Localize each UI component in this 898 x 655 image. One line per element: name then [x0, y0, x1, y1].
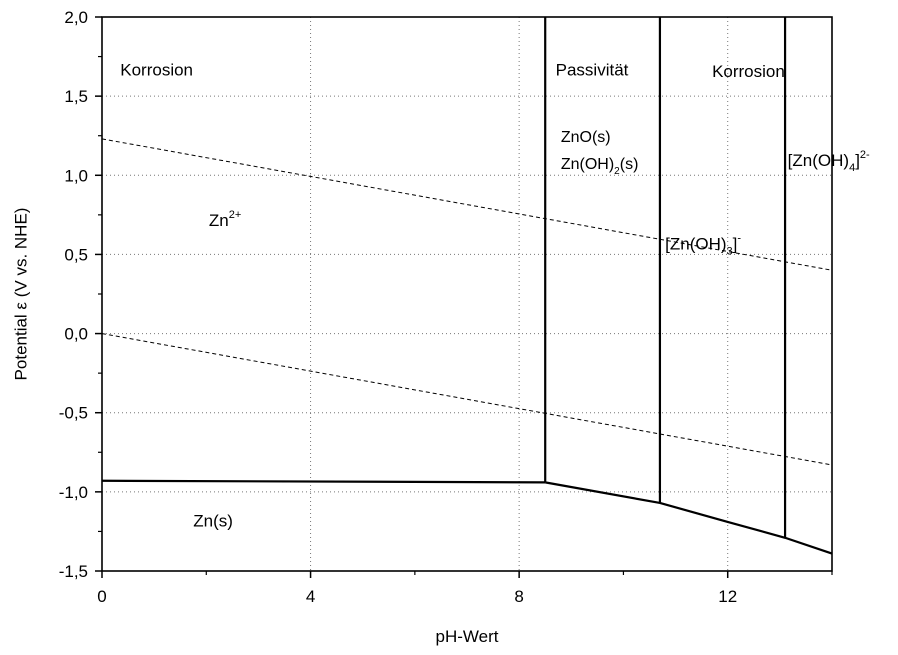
- phase-boundary-0: [101, 479, 546, 484]
- y-tick-label-1: -1,0: [59, 483, 88, 502]
- region-label-znoh4: [Zn(OH)4]2-: [788, 149, 870, 174]
- y-tick-label-3: 0,0: [64, 325, 88, 344]
- x-tick-label-3: 12: [718, 587, 737, 606]
- y-tick-label-2: -0,5: [59, 404, 88, 423]
- x-axis-title: pH-Wert: [436, 627, 499, 646]
- region-label-znoh3: [Zn(OH)3]-: [665, 233, 741, 258]
- y-tick-label-4: 0,5: [64, 245, 88, 264]
- region-label-znoh2: Zn(OH)2(s): [561, 156, 639, 177]
- y-tick-label-0: -1,5: [59, 562, 88, 581]
- phase-boundary-1: [545, 481, 833, 555]
- chart-lines: [101, 17, 833, 555]
- axis-ticks: 0 4 8 12 -1,5 -1,0 -0,5 0,0 0,5 1,0 1,5 2,0: [59, 8, 833, 606]
- y-tick-label-6: 1,5: [64, 87, 88, 106]
- y-tick-label-5: 1,0: [64, 166, 88, 185]
- grid-lines: [102, 17, 832, 571]
- region-label-korrosion-left: Korrosion: [120, 61, 193, 80]
- region-labels: Korrosion Passivität Korrosion ZnO(s) Zn(OH)…: [120, 61, 870, 531]
- x-tick-label-0: 0: [97, 587, 106, 606]
- plot-frame: [101, 16, 833, 572]
- region-label-zn2plus: Zn2+: [209, 209, 241, 230]
- region-label-korrosion-right: Korrosion: [712, 62, 785, 81]
- x-tick-label-1: 4: [306, 587, 315, 606]
- x-tick-label-2: 8: [514, 587, 523, 606]
- y-axis-title: Potential ε (V vs. NHE): [11, 208, 30, 381]
- water-line-1: [101, 333, 833, 466]
- region-label-passivitaet: Passivität: [556, 61, 629, 80]
- region-label-zns: Zn(s): [193, 512, 233, 531]
- water-line-0: [101, 138, 833, 271]
- region-label-zno: ZnO(s): [561, 129, 611, 146]
- y-tick-label-7: 2,0: [64, 8, 88, 27]
